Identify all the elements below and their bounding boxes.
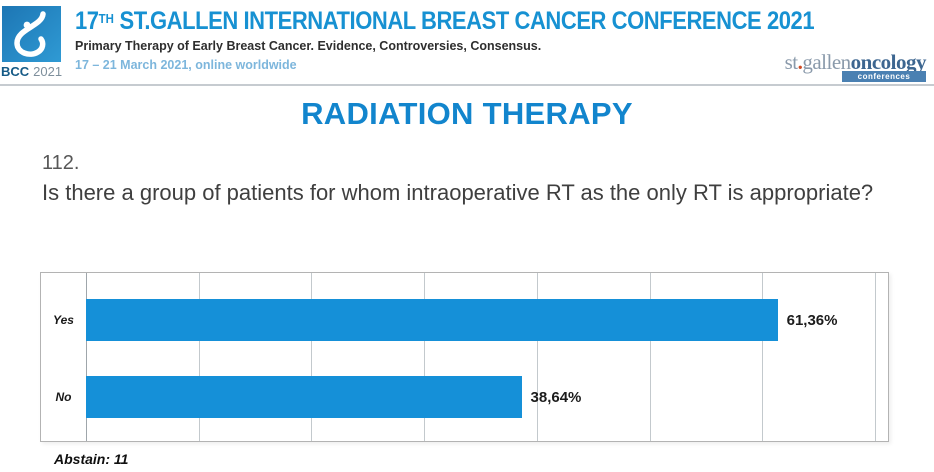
gridline — [875, 273, 876, 441]
poll-bar-chart: 61,36% 38,64% Yes No — [40, 272, 889, 442]
gridline — [86, 273, 87, 441]
drop-icon — [2, 6, 61, 62]
category-label-yes: Yes — [53, 313, 74, 327]
conference-number: 17 — [75, 7, 99, 35]
bcc-logo — [2, 6, 61, 62]
gridline — [762, 273, 764, 441]
header-text-block: 17TH ST.GALLEN INTERNATIONAL BREAST CANC… — [75, 7, 915, 72]
category-label-no: No — [55, 390, 72, 404]
question-number: 112. — [42, 152, 80, 174]
stgallen-oncology-logo: st.gallenoncology — [784, 50, 927, 75]
bcc-badge: BCC 2021 — [1, 64, 62, 79]
conference-title-rest: ST.GALLEN INTERNATIONAL BREAST CANCER CO… — [113, 7, 815, 35]
bar-no — [86, 376, 522, 418]
badge-bcc-text: BCC — [1, 64, 30, 79]
gridline — [311, 273, 313, 441]
gridline — [536, 273, 538, 441]
conference-ordinal: TH — [98, 11, 114, 26]
abstain-note: Abstain: 11 — [54, 451, 129, 467]
brand-oncology: oncology — [850, 50, 927, 74]
brand-gallen: gallen — [802, 50, 851, 74]
value-label-yes: 61,36% — [786, 311, 838, 329]
gridline — [198, 273, 200, 441]
section-title: RADIATION THERAPY — [301, 96, 633, 131]
gridline — [649, 273, 651, 441]
brand-st: st — [784, 50, 799, 74]
gridline — [424, 273, 426, 441]
bar-yes — [86, 299, 778, 341]
conference-subtitle: Primary Therapy of Early Breast Cancer. … — [75, 39, 542, 53]
plot-area: 61,36% 38,64% — [86, 273, 876, 441]
bar-row-yes: 61,36% — [86, 299, 875, 341]
brand-dot: . — [797, 50, 803, 74]
bar-row-no: 38,64% — [86, 376, 875, 418]
conference-dates: 17 – 21 March 2021, online worldwide — [75, 58, 297, 72]
question-text: Is there a group of patients for whom in… — [42, 180, 874, 205]
conference-title: 17TH ST.GALLEN INTERNATIONAL BREAST CANC… — [75, 7, 815, 36]
conference-header: BCC 2021 17TH ST.GALLEN INTERNATIONAL BRE… — [0, 0, 934, 86]
brand-conferences-banner: conferences — [842, 71, 926, 82]
badge-year-text: 2021 — [33, 64, 63, 79]
value-label-no: 38,64% — [530, 388, 582, 406]
